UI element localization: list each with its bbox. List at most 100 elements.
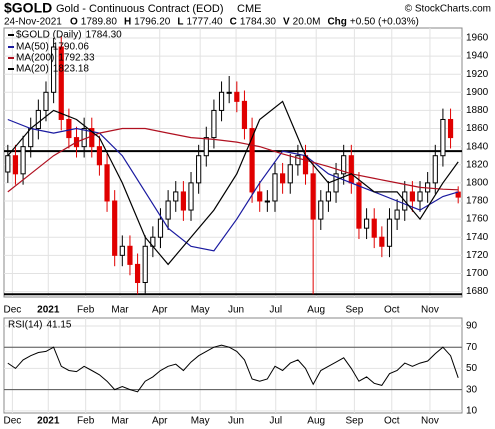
candle-body xyxy=(89,128,95,148)
candle-body xyxy=(379,236,385,247)
candle-body xyxy=(188,182,194,211)
y-tick-label: 30 xyxy=(466,384,478,395)
legend: $GOLD (Daily) 1784.30 MA(50) 1790.06MA(200)… xyxy=(8,30,122,75)
quote-value: +0.50 (+0.03%) xyxy=(350,17,419,28)
candle-body xyxy=(333,173,339,193)
y-tick-label: 1860 xyxy=(466,123,489,134)
legend-text: 1790.06 xyxy=(53,42,90,53)
quote-value: 1789.80 xyxy=(81,17,118,28)
candle-body xyxy=(66,118,72,139)
candle-body xyxy=(302,155,309,175)
candle-body xyxy=(43,91,49,111)
y-tick-label: 1960 xyxy=(466,33,489,44)
x-tick-label: Dec xyxy=(3,416,21,427)
ma-line xyxy=(7,118,459,252)
quote-value: 1777.40 xyxy=(186,17,223,28)
legend-text: $GOLD (Daily) xyxy=(16,30,82,41)
x-tick-label: Dec xyxy=(3,305,21,316)
rsi-legend: RSI(14) 41.15 xyxy=(8,320,72,331)
y-tick-label: 1820 xyxy=(466,159,489,170)
chart-subtitle: Gold - Continuous Contract (EOD) xyxy=(56,3,224,15)
x-tick-label: 2021 xyxy=(37,305,60,316)
x-tick-label: Aug xyxy=(307,305,325,316)
x-tick-label: Oct xyxy=(384,305,400,316)
candle-body xyxy=(127,245,133,265)
candle-body xyxy=(257,191,263,202)
source: © StockCharts.com xyxy=(405,4,491,15)
candle-body xyxy=(386,218,393,247)
y-tick-label: 1900 xyxy=(466,87,489,98)
candle-body xyxy=(287,164,293,184)
quote-label: L xyxy=(177,17,183,28)
x-tick-label: May xyxy=(191,305,210,316)
y-tick-label: 1680 xyxy=(466,286,489,297)
rsi-panel xyxy=(3,317,463,414)
y-tick-label: 90 xyxy=(466,321,478,332)
x-tick-label: Jul xyxy=(269,305,282,316)
candle-body xyxy=(310,173,316,220)
x-tick-label: Apr xyxy=(152,305,168,316)
candle-body xyxy=(12,155,19,175)
quote: O 1789.80 H 1796.20 L 1777.40 C 1784.30 V 20.0M Ch… xyxy=(70,17,419,28)
candle-body xyxy=(417,191,423,202)
candle-body xyxy=(394,209,400,220)
candle-body xyxy=(218,91,225,111)
candle-body xyxy=(371,218,377,238)
candle-body xyxy=(5,155,11,173)
y-tick-label: 1920 xyxy=(466,69,489,80)
x-tick-label: 2021 xyxy=(37,416,60,427)
candle-body xyxy=(81,128,87,148)
x-tick-label: Nov xyxy=(421,416,439,427)
x-tick-label: Sep xyxy=(345,416,363,427)
y-tick-label: 1880 xyxy=(466,105,489,116)
candle-body xyxy=(249,128,255,193)
x-tick-label: Sep xyxy=(345,305,363,316)
candle-body xyxy=(356,182,362,229)
candle-body xyxy=(51,46,57,93)
candle-body xyxy=(363,218,370,229)
legend-text: MA(50) xyxy=(16,42,49,53)
price-panel xyxy=(3,27,463,298)
y-tick-label: 1720 xyxy=(466,250,489,261)
x-tick-label: May xyxy=(191,416,210,427)
candle-body xyxy=(226,91,232,94)
candle-body xyxy=(180,191,186,211)
date: 24-Nov-2021 xyxy=(4,17,62,28)
quote-value: 1796.20 xyxy=(134,17,171,28)
y-tick-label: 1740 xyxy=(466,232,489,243)
quote-value: 20.0M xyxy=(293,17,321,28)
candle-body xyxy=(20,146,26,175)
candle-body xyxy=(325,191,332,202)
candle-body xyxy=(35,109,41,130)
candle-body xyxy=(272,173,278,202)
candle-body xyxy=(318,200,324,220)
legend-text: MA(200) xyxy=(16,53,54,64)
x-tick-label: Apr xyxy=(152,416,168,427)
quote-value: 1784.30 xyxy=(240,17,277,28)
candle-body xyxy=(119,245,125,256)
candle-body xyxy=(196,155,202,184)
candle-body xyxy=(173,191,179,202)
legend-text: 41.15 xyxy=(46,320,71,331)
x-tick-label: Nov xyxy=(421,305,439,316)
candle-body xyxy=(241,100,248,130)
candle-body xyxy=(28,128,34,148)
chart-title: $GOLD xyxy=(4,0,52,16)
quote-label: C xyxy=(230,17,237,28)
y-tick-label: 1800 xyxy=(466,178,489,189)
quote-label: O xyxy=(70,17,78,28)
y-tick-label: 1700 xyxy=(466,268,489,279)
candle-body xyxy=(104,164,110,202)
y-tick-label: 70 xyxy=(466,342,478,353)
y-tick-label: 50 xyxy=(466,363,478,374)
ma-line xyxy=(7,127,459,193)
quote-label: Chg xyxy=(327,17,346,28)
x-tick-label: Jul xyxy=(269,416,282,427)
x-tick-label: Jun xyxy=(228,305,244,316)
candle-body xyxy=(295,155,301,166)
x-tick-label: Jun xyxy=(228,416,244,427)
rsi-line xyxy=(7,344,459,393)
candle-body xyxy=(348,155,354,184)
candle-body xyxy=(280,173,286,184)
